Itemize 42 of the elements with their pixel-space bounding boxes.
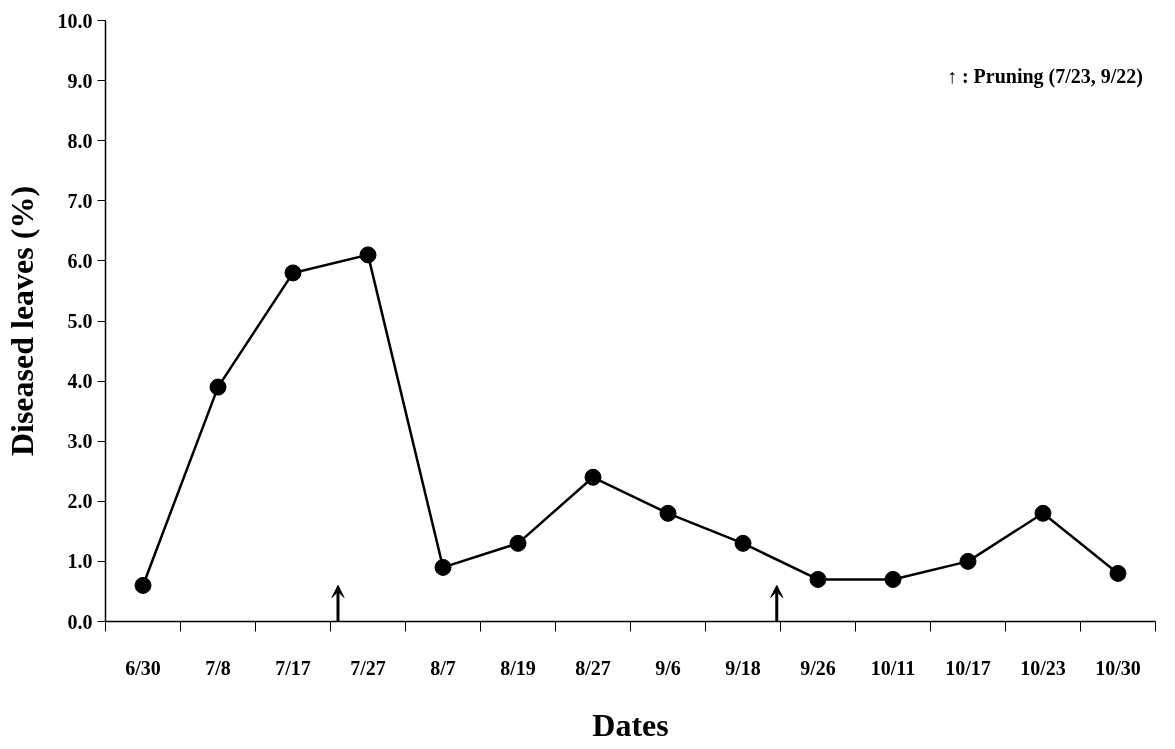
- y-tick-label: 1.0: [67, 550, 93, 573]
- point: [134, 576, 152, 594]
- point: [584, 468, 602, 486]
- x-tick-label: 9/18: [725, 656, 761, 679]
- y-tick-label: 7.0: [67, 189, 93, 212]
- y-tick-label: 5.0: [67, 310, 93, 332]
- y-tick-label: 0.0: [67, 610, 93, 633]
- point: [959, 552, 977, 570]
- x-tick-label: 9/6: [655, 656, 681, 679]
- x-tick-label: 6/30: [125, 656, 161, 679]
- point: [509, 534, 527, 552]
- point: [809, 570, 827, 588]
- y-tick-label: 6.0: [67, 249, 93, 272]
- y-tick-label: 4.0: [67, 370, 93, 393]
- x-tick-label: 10/30: [1095, 656, 1141, 679]
- point: [1109, 564, 1127, 582]
- y-tick-label: 3.0: [67, 430, 93, 453]
- annotation: ↑ : Pruning (7/23, 9/22): [946, 64, 1144, 88]
- point: [884, 570, 902, 588]
- y-tick-label: 2.0: [67, 490, 93, 513]
- point: [284, 264, 302, 282]
- x-tick-label: 8/19: [500, 656, 536, 679]
- x-tick-label: 9/26: [800, 656, 836, 679]
- point: [209, 378, 227, 396]
- x-tick-label: 10/11: [870, 656, 916, 679]
- y-tick-label: 9.0: [67, 69, 93, 92]
- point: [1034, 504, 1052, 522]
- point: [359, 246, 377, 264]
- point: [734, 534, 752, 552]
- x-tick-label: 10/23: [1020, 656, 1066, 679]
- x-tick-label: 7/8: [205, 656, 231, 679]
- y-tick-label: 10.0: [57, 9, 93, 32]
- point: [434, 558, 452, 576]
- x-tick-label: 7/27: [350, 656, 386, 679]
- x-tick-label: 8/27: [575, 656, 611, 679]
- x-tick-label: 7/17: [275, 656, 311, 679]
- y-tick-label: 8.0: [67, 129, 93, 152]
- point: [659, 504, 677, 522]
- x-axis-title: Dates: [592, 706, 669, 743]
- x-tick-label: 8/7: [430, 656, 456, 679]
- y-axis-title: Diseased leaves (%): [3, 185, 40, 457]
- x-tick-label: 10/17: [945, 656, 991, 679]
